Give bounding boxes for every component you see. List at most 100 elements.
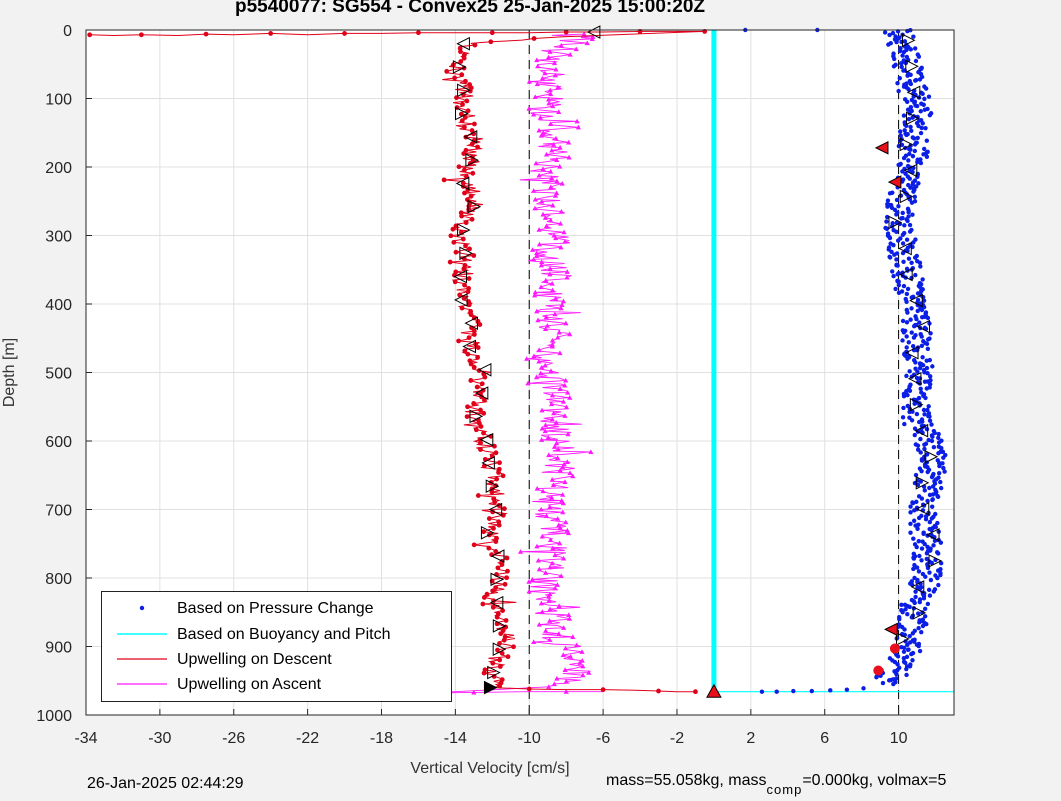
- pressure-point: [900, 250, 906, 256]
- ascent-point: [526, 579, 532, 584]
- pressure-point: [894, 39, 899, 45]
- pressure-point: [915, 308, 920, 314]
- descent-point: [463, 220, 469, 226]
- ascent-point: [552, 193, 559, 198]
- descent-point: [474, 384, 480, 390]
- ascent-point: [532, 292, 538, 298]
- pressure-point: [930, 497, 935, 503]
- descent-point: [500, 627, 506, 633]
- ascent-point: [547, 606, 553, 612]
- pressure-point: [895, 238, 901, 243]
- pressure-point: [921, 531, 926, 536]
- x-tick-label: -14: [444, 730, 467, 747]
- pressure-point: [911, 335, 917, 340]
- ascent-point: [579, 658, 585, 663]
- pressure-point: [920, 91, 925, 97]
- series-layer: [87, 25, 954, 698]
- ascent-point: [549, 175, 555, 181]
- ascent-point: [549, 477, 555, 482]
- ascent-point: [547, 121, 554, 127]
- ascent-point: [557, 144, 563, 150]
- ascent-point: [545, 54, 552, 60]
- ascent-point: [549, 337, 556, 343]
- ascent-point: [544, 323, 550, 328]
- ascent-point: [555, 455, 561, 460]
- descent-point: [489, 578, 495, 584]
- pressure-point: [874, 675, 879, 680]
- pressure-point: [915, 526, 920, 531]
- pressure-point: [899, 61, 904, 66]
- pressure-point: [907, 176, 912, 181]
- pressure-point: [893, 286, 898, 292]
- descent-point: [468, 378, 474, 383]
- series-ascent: [427, 31, 604, 695]
- y-tick-label: 900: [45, 640, 72, 657]
- ascent-point: [539, 609, 545, 614]
- pressure-point: [894, 229, 899, 234]
- pressure-point: [900, 232, 906, 237]
- y-tick-label: 200: [45, 160, 72, 177]
- descent-waypoint-marker: [474, 386, 489, 400]
- pressure-point: [909, 651, 914, 657]
- pressure-point: [904, 373, 909, 379]
- descent-point: [268, 31, 274, 36]
- ascent-point: [533, 253, 540, 258]
- descent-point: [504, 555, 510, 561]
- ascent-point: [531, 111, 537, 117]
- ascent-point: [543, 570, 549, 575]
- pressure-waypoint-marker: [901, 33, 916, 48]
- descent-point: [461, 55, 467, 61]
- descent-point: [467, 246, 472, 252]
- ascent-point: [548, 184, 554, 190]
- pressure-point: [917, 553, 922, 559]
- pressure-point: [906, 117, 912, 122]
- pressure-point: [916, 625, 921, 631]
- pressure-point: [910, 153, 916, 159]
- series-pressure: [743, 27, 948, 694]
- ascent-point: [574, 642, 580, 648]
- ascent-point: [547, 537, 554, 543]
- descent-point: [465, 289, 471, 295]
- pressure-point: [920, 121, 925, 126]
- ascent-point: [560, 500, 566, 506]
- descent-point: [461, 295, 467, 301]
- pressure-point: [902, 223, 907, 228]
- ascent-point: [534, 81, 540, 87]
- pressure-point: [930, 364, 935, 369]
- pressure-point: [936, 470, 942, 476]
- descent-point: [479, 381, 485, 387]
- ascent-point: [562, 479, 568, 484]
- legend-entry-buoyancy: Based on Buoyancy and Pitch: [102, 622, 451, 647]
- ascent-point: [562, 667, 568, 672]
- pressure-point: [897, 76, 902, 81]
- pressure-waypoint-marker: [898, 241, 912, 256]
- ascent-point: [535, 63, 541, 69]
- pressure-point: [922, 412, 927, 417]
- pressure-waypoint-marker: [909, 397, 924, 412]
- pressure-point: [918, 436, 923, 442]
- ascent-point: [555, 334, 561, 340]
- pressure-point: [911, 536, 916, 541]
- pressure-point: [927, 492, 933, 498]
- pressure-point: [900, 210, 905, 216]
- pressure-point: [907, 229, 913, 234]
- pressure-point: [910, 631, 916, 636]
- pressure-point: [882, 30, 888, 35]
- ascent-point: [534, 308, 540, 314]
- ascent-point: [557, 350, 563, 356]
- ascent-point: [547, 266, 553, 271]
- ascent-point: [543, 223, 550, 229]
- ascent-point: [566, 139, 572, 145]
- pressure-point: [911, 566, 916, 572]
- ascent-point: [563, 377, 569, 383]
- descent-point: [451, 239, 457, 245]
- descent-point: [450, 226, 456, 232]
- pressure-point: [906, 209, 911, 215]
- legend-swatch-ascent: [117, 683, 167, 685]
- pressure-point: [931, 445, 937, 450]
- pressure-point: [900, 318, 906, 324]
- pressure-point: [906, 158, 911, 163]
- ascent-point: [536, 127, 542, 133]
- pressure-point: [915, 369, 920, 374]
- pressure-point: [891, 273, 896, 279]
